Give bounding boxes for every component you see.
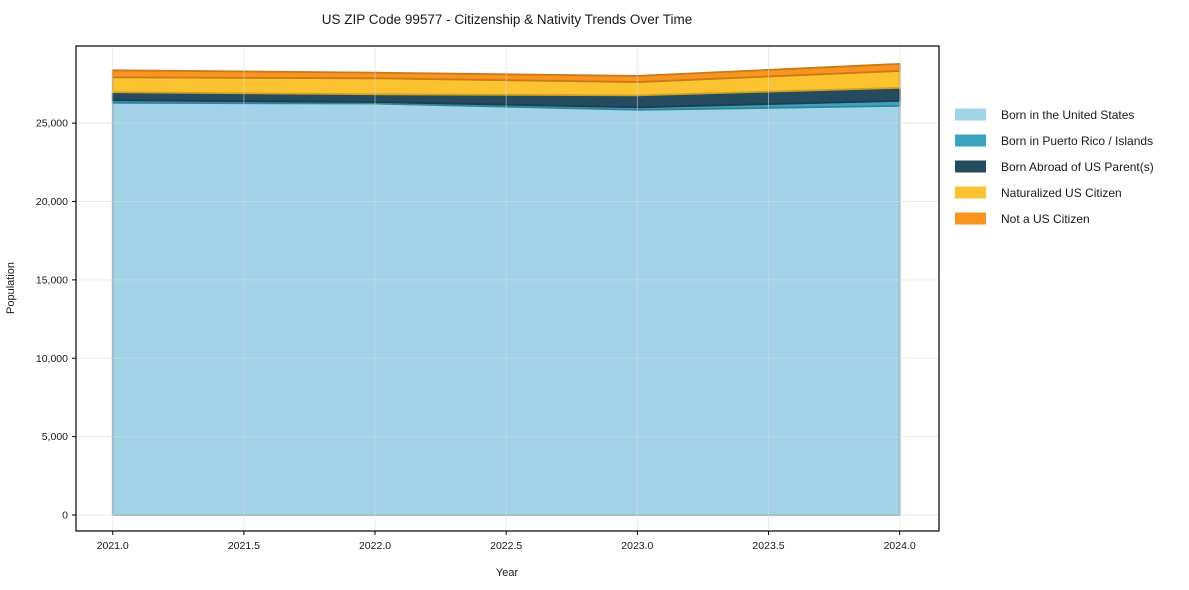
x-tick-label: 2022.0 xyxy=(359,540,391,552)
legend-swatch-naturalized-us-citizen xyxy=(955,186,986,199)
legend-swatch-born-in-puerto-rico-islands xyxy=(955,134,986,147)
legend-label-not-a-us-citizen: Not a US Citizen xyxy=(1001,212,1090,226)
axis-ticks: 2021.0 2021.5 2022.0 2022.5 2023.0 2023.5 2024… xyxy=(36,118,916,552)
legend-item-naturalized-us-citizen: Naturalized US Citizen xyxy=(955,186,1122,200)
legend-label-born-in-puerto-rico-islands: Born in Puerto Rico / Islands xyxy=(1001,134,1153,148)
y-tick-label: 20,000 xyxy=(36,196,68,208)
legend-label-born-in-the-united-states: Born in the United States xyxy=(1001,108,1134,122)
legend-label-born-abroad-of-us-parent-s: Born Abroad of US Parent(s) xyxy=(1001,160,1154,174)
y-tick-label: 5,000 xyxy=(42,431,68,443)
y-tick-label: 10,000 xyxy=(36,353,68,365)
x-axis-label: Year xyxy=(496,567,519,579)
legend-swatch-born-in-the-united-states xyxy=(955,108,986,121)
chart-title: US ZIP Code 99577 - Citizenship & Nativi… xyxy=(322,12,692,27)
x-tick-label: 2021.0 xyxy=(97,540,129,552)
y-tick-label: 0 xyxy=(62,510,68,522)
legend-swatch-born-abroad-of-us-parent-s xyxy=(955,160,986,173)
y-tick-label: 25,000 xyxy=(36,118,68,130)
plot-border xyxy=(75,45,940,532)
legend-item-born-abroad-of-us-parent-s: Born Abroad of US Parent(s) xyxy=(955,160,1154,174)
x-tick-label: 2023.5 xyxy=(752,540,784,552)
x-tick-label: 2024.0 xyxy=(884,540,916,552)
legend-item-born-in-the-united-states: Born in the United States xyxy=(955,108,1134,122)
legend: Born in the United States Born in Puerto … xyxy=(955,108,1154,226)
y-axis-label: Population xyxy=(5,262,17,314)
x-tick-label: 2023.0 xyxy=(621,540,653,552)
legend-swatch-not-a-us-citizen xyxy=(955,212,986,225)
y-tick-label: 15,000 xyxy=(36,274,68,286)
x-tick-label: 2022.5 xyxy=(490,540,522,552)
legend-item-born-in-puerto-rico-islands: Born in Puerto Rico / Islands xyxy=(955,134,1153,148)
legend-item-not-a-us-citizen: Not a US Citizen xyxy=(955,212,1090,226)
x-tick-label: 2021.5 xyxy=(228,540,260,552)
legend-label-naturalized-us-citizen: Naturalized US Citizen xyxy=(1001,186,1122,200)
gridlines xyxy=(76,46,939,531)
